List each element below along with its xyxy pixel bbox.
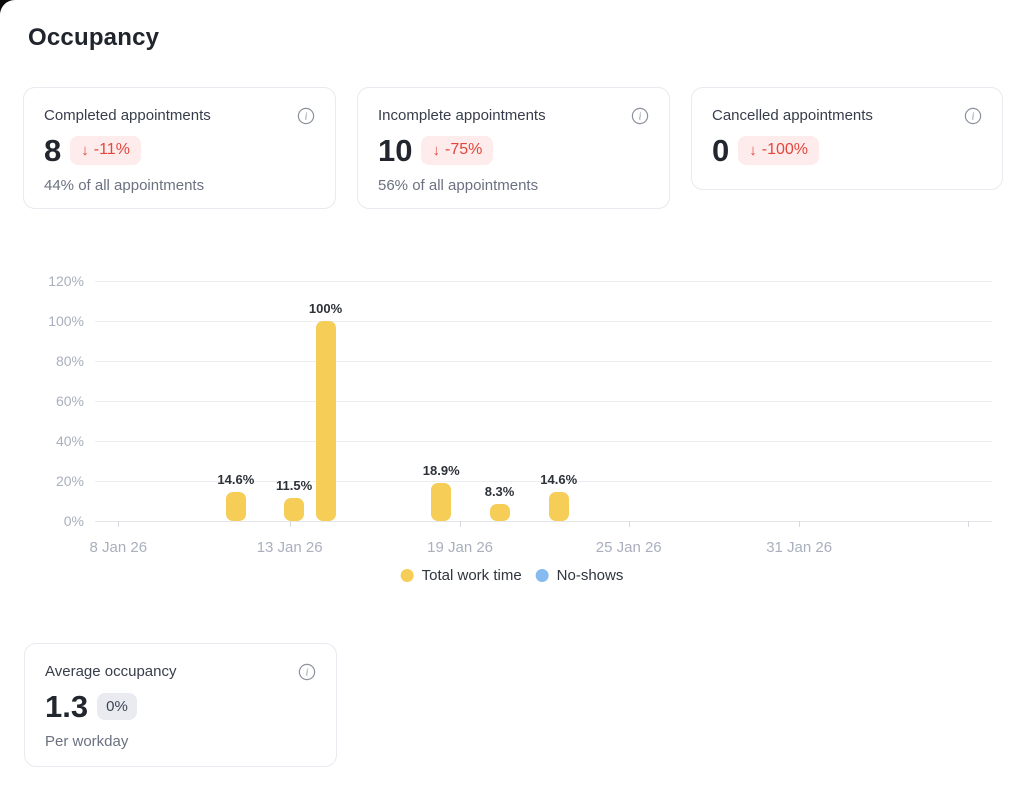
cancelled-appointments-card: Cancelled appointments i 0 ↓ -100% xyxy=(691,87,1003,190)
bar-value-label: 100% xyxy=(308,301,343,316)
x-axis-tick xyxy=(628,521,630,527)
legend-item-total-work-time[interactable]: Total work time xyxy=(400,567,522,584)
stat-subtitle: Per workday xyxy=(45,733,129,750)
delta-badge: ↓ -11% xyxy=(70,136,141,165)
gridline-120% xyxy=(95,281,992,282)
svg-text:i: i xyxy=(972,112,975,123)
x-axis-tick xyxy=(967,521,969,527)
card-label: Incomplete appointments xyxy=(378,107,546,124)
total-work-time-bar[interactable] xyxy=(225,491,246,521)
gridline-80% xyxy=(95,361,992,362)
total-work-time-bar[interactable] xyxy=(315,321,336,521)
x-axis-label: 25 Jan 26 xyxy=(595,539,662,556)
stat-value: 0 xyxy=(712,133,730,168)
total-work-time-bar[interactable] xyxy=(284,498,305,521)
y-axis-label: 40% xyxy=(55,433,84,449)
delta-badge: ↓ -100% xyxy=(738,136,819,165)
down-arrow-icon: ↓ xyxy=(81,141,89,159)
svg-text:i: i xyxy=(306,668,309,679)
average-occupancy-card: Average occupancy i 1.3 0% Per workday xyxy=(24,643,337,767)
y-axis-label: 20% xyxy=(55,473,84,489)
info-icon[interactable]: i xyxy=(297,107,315,125)
x-axis-label: 31 Jan 26 xyxy=(766,539,833,556)
delta-value: -75% xyxy=(444,141,483,159)
gridline-20% xyxy=(95,481,992,482)
x-axis-tick xyxy=(289,521,291,527)
completed-appointments-card: Completed appointments i 8 ↓ -11% 44% of … xyxy=(23,87,336,209)
x-axis-tick xyxy=(799,521,801,527)
incomplete-appointments-card: Incomplete appointments i 10 ↓ -75% 56% o… xyxy=(357,87,670,209)
info-icon[interactable]: i xyxy=(631,107,649,125)
total-work-time-bar[interactable] xyxy=(489,504,510,521)
x-axis-label: 13 Jan 26 xyxy=(256,539,323,556)
card-label: Average occupancy xyxy=(45,663,177,680)
x-axis-label: 19 Jan 26 xyxy=(427,539,494,556)
legend-dot-icon xyxy=(535,569,549,582)
stat-subtitle: 56% of all appointments xyxy=(378,177,539,194)
gridline-40% xyxy=(95,441,992,442)
x-axis-tick xyxy=(460,521,462,527)
y-axis-label: 100% xyxy=(48,313,84,329)
x-axis-tick xyxy=(118,521,120,527)
stat-value: 8 xyxy=(44,133,62,168)
legend-dot-icon xyxy=(400,569,414,582)
delta-badge: ↓ -75% xyxy=(421,136,494,165)
y-axis-label: 80% xyxy=(55,353,84,369)
chart-legend: Total work time No-shows xyxy=(400,567,624,584)
x-axis-label: 8 Jan 26 xyxy=(89,539,148,556)
bar-value-label: 8.3% xyxy=(484,484,515,500)
gridline-100% xyxy=(95,321,992,322)
total-work-time-bar[interactable] xyxy=(431,483,452,521)
zero-change-badge: 0% xyxy=(97,692,137,721)
delta-value: -100% xyxy=(761,141,808,159)
info-icon[interactable]: i xyxy=(298,663,316,681)
down-arrow-icon: ↓ xyxy=(749,141,757,159)
bar-value-label: 18.9% xyxy=(422,463,460,479)
gridline-60% xyxy=(95,401,992,402)
stat-subtitle: 44% of all appointments xyxy=(44,177,205,194)
info-icon[interactable]: i xyxy=(964,107,982,125)
svg-text:i: i xyxy=(639,112,642,123)
stat-value: 10 xyxy=(378,133,413,168)
svg-text:i: i xyxy=(305,112,308,123)
bar-value-label: 14.6% xyxy=(540,471,578,487)
y-axis-label: 60% xyxy=(55,393,84,409)
total-work-time-bar[interactable] xyxy=(548,491,569,521)
bar-value-label: 14.6% xyxy=(217,471,255,487)
card-label: Completed appointments xyxy=(44,107,211,124)
stat-value: 1.3 xyxy=(45,689,89,724)
gridline-0% xyxy=(95,521,992,522)
screenshot-corner-artifact xyxy=(0,0,15,14)
page-title: Occupancy xyxy=(28,24,160,51)
legend-item-no-shows[interactable]: No-shows xyxy=(535,567,624,584)
delta-value: -11% xyxy=(93,141,130,159)
y-axis-label: 0% xyxy=(63,513,84,529)
legend-label: Total work time xyxy=(421,567,522,584)
card-label: Cancelled appointments xyxy=(712,107,873,124)
down-arrow-icon: ↓ xyxy=(432,141,440,159)
y-axis-label: 120% xyxy=(48,273,84,289)
legend-label: No-shows xyxy=(556,567,624,584)
